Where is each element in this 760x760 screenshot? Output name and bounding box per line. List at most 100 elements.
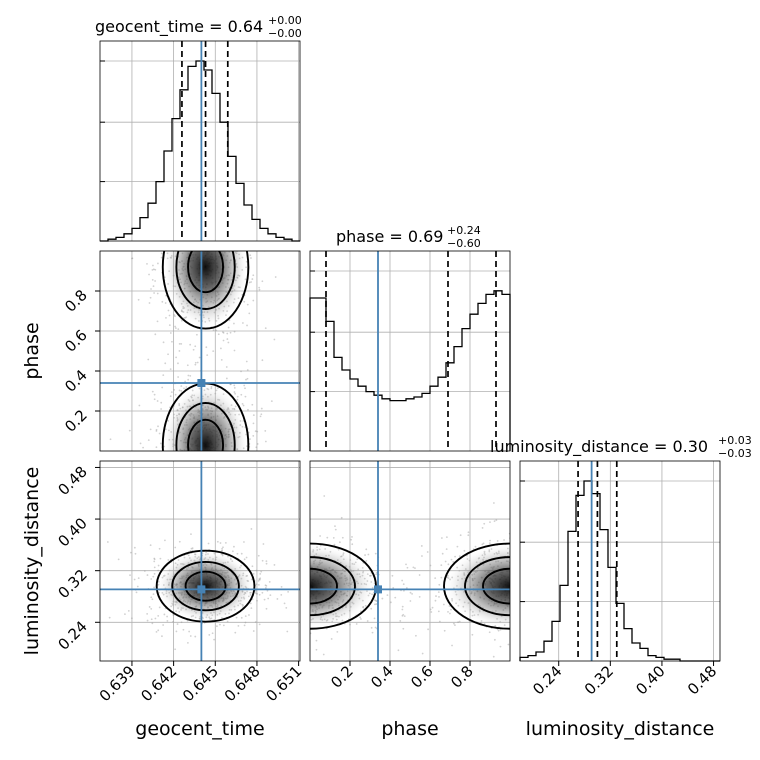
panel-2-0-sample-0-133 — [221, 547, 223, 550]
panel-2-1-sample-0-208 — [351, 536, 353, 538]
panel-1-0-sample-0-664 — [242, 238, 244, 240]
panel-1-0-sample-1-520 — [212, 457, 214, 459]
panel-2-1-sample-0-699 — [340, 516, 343, 519]
panel-2-1-sample-0-34 — [292, 606, 294, 608]
panel-1-0-sample-0-465 — [133, 229, 135, 231]
panel-1-0-sample-0-564 — [208, 247, 210, 249]
panel-1-0-sample-1-233 — [159, 442, 162, 445]
panel-2-1-sample-1-139 — [531, 582, 533, 584]
panel-1-0-sample-0-346 — [169, 236, 171, 238]
panel-2-0-sample-0-649 — [133, 578, 136, 581]
panel-1-0-sample-1-490 — [242, 404, 245, 407]
panel-1-0-sample-0-69 — [185, 237, 187, 239]
panel-2-1-sample-0-388 — [289, 609, 291, 611]
panel-2-1-sample-0-59 — [251, 552, 253, 554]
panel-2-1-sample-0-206 — [288, 569, 290, 571]
xtick-label-geocent_time-2: 0.645 — [179, 662, 222, 705]
panel-2-1-sample-0-497 — [264, 581, 266, 583]
panel-2-1-sample-1-305 — [538, 586, 540, 588]
panel-1-0-sample-1-630 — [221, 474, 223, 476]
panel-2-1-sample-0-153 — [277, 639, 279, 641]
panel-1-0-sample-1-4 — [162, 504, 164, 506]
panel-2-1-sample-1-555 — [526, 602, 528, 604]
panel-1-0-sample-1-331 — [161, 386, 164, 389]
panel-2-1-sample-0-674 — [295, 574, 297, 576]
panel-1-0-sample-0-501 — [213, 216, 215, 218]
panel-1-0-sample-1-690 — [227, 506, 229, 508]
panel-2-1-sample-1-632 — [553, 603, 555, 605]
panel-1-0-sample-1-406 — [212, 485, 214, 487]
panel-1-0-sample-0-186 — [248, 312, 251, 315]
panel-1-0-sample-1-219 — [148, 491, 150, 493]
panel-1-0-sample-1-671 — [143, 478, 145, 480]
panel-1-0-sample-0-332 — [167, 309, 170, 312]
panel-1-0-sample-1-14 — [156, 498, 158, 500]
panel-1-0-sample-0-43 — [246, 214, 248, 216]
panel-2-1-sample-0-147 — [283, 532, 285, 534]
panel-2-1-sample-0-174 — [326, 536, 329, 539]
panel-1-0-sample-1-175 — [187, 374, 190, 377]
panel-2-1-sample-1-646 — [474, 545, 477, 548]
panel-2-1-sample-1-594 — [442, 603, 445, 606]
panel-1-0-sample-0-254 — [193, 203, 195, 205]
panel-2-1-sample-1-199 — [517, 599, 519, 601]
panel-1-0-sample-1-523 — [233, 349, 236, 352]
panel-2-1-sample-1-191 — [527, 588, 529, 590]
panel-2-1-sample-0-467 — [253, 619, 255, 621]
panel-2-0-sample-0-400 — [256, 599, 258, 602]
panel-1-0-sample-0-655 — [173, 314, 176, 316]
panel-2-1-sample-1-460 — [549, 526, 551, 528]
panel-2-1-sample-0-254 — [288, 601, 290, 603]
panel-2-1-sample-1-464 — [551, 610, 553, 612]
panel-1-0-sample-1-13 — [199, 489, 201, 491]
panel-2-0-sample-0-328 — [172, 620, 174, 623]
panel-2-0-sample-0-25 — [158, 547, 161, 550]
panel-2-0-sample-0-461 — [273, 564, 276, 566]
panel-2-1-sample-0-142 — [359, 616, 362, 619]
panel-2-1-sample-0-137 — [296, 643, 298, 645]
panel-1-0-sample-1-461 — [197, 462, 199, 464]
panel-1-0-sample-0-38 — [174, 211, 176, 213]
panel-2-1-sample-1-134 — [522, 572, 524, 574]
panel-1-0-sample-1-652 — [205, 487, 207, 489]
panel-2-1-sample-0-221 — [278, 579, 280, 581]
panel-1-0-sample-1-512 — [224, 473, 226, 475]
panel-1-0-sample-1-422 — [174, 456, 176, 458]
panel-2-1-sample-0-624 — [282, 565, 284, 567]
panel-1-0-mode-1 — [162, 383, 249, 451]
panel-1-0-sample-0-384 — [245, 209, 247, 211]
panel-2-1-sample-1-216 — [523, 579, 525, 581]
panel-2-1-sample-1-638 — [549, 616, 551, 618]
panel-2-1-sample-0-328 — [276, 576, 278, 578]
panel-2-1-sample-1-267 — [497, 629, 500, 632]
panel-2-0-sample-0-631 — [240, 616, 243, 619]
panel-2-1-sample-0-646 — [270, 601, 272, 603]
panel-2-1-sample-0-433 — [263, 617, 265, 619]
panel-1-0-sample-0-328 — [195, 213, 197, 215]
panel-2-1-sample-1-163 — [526, 568, 528, 570]
panel-1-0-sample-0-614 — [248, 281, 251, 284]
panel-1-0-sample-0-27 — [229, 245, 231, 247]
frame-layer — [99, 40, 721, 662]
xlabel-geocent-time: geocent_time — [135, 718, 264, 740]
panel-2-1-sample-1-181 — [526, 593, 528, 595]
panel-1-0-sample-0-47 — [196, 228, 198, 230]
panel-1-0-sample-0-222 — [247, 229, 249, 231]
panel-2-1-sample-0-496 — [271, 569, 273, 571]
panel-2-1-sample-0-126 — [277, 576, 279, 578]
panel-1-0-sample-0-497 — [162, 341, 165, 344]
panel-1-0-sample-1-502 — [242, 503, 244, 505]
panel-1-0-sample-1-86 — [251, 403, 254, 406]
panel-1-0-sample-1-415 — [189, 374, 192, 377]
panel-1-0-sample-1-9 — [212, 477, 214, 479]
panel-1-0-sample-1-631 — [228, 463, 230, 465]
panel-1-0-sample-0-167 — [242, 212, 244, 214]
panel-1-0-sample-1-471 — [245, 453, 247, 455]
panel-1-0-sample-0-674 — [202, 198, 204, 200]
panel-1-0-sample-0-503 — [189, 211, 191, 213]
panel-1-0-sample-1-95 — [174, 497, 176, 499]
panel-1-0-sample-0-319 — [169, 332, 172, 334]
panel-1-0-sample-1-295 — [213, 463, 215, 465]
panel-1-0-sample-0-88 — [243, 235, 245, 237]
